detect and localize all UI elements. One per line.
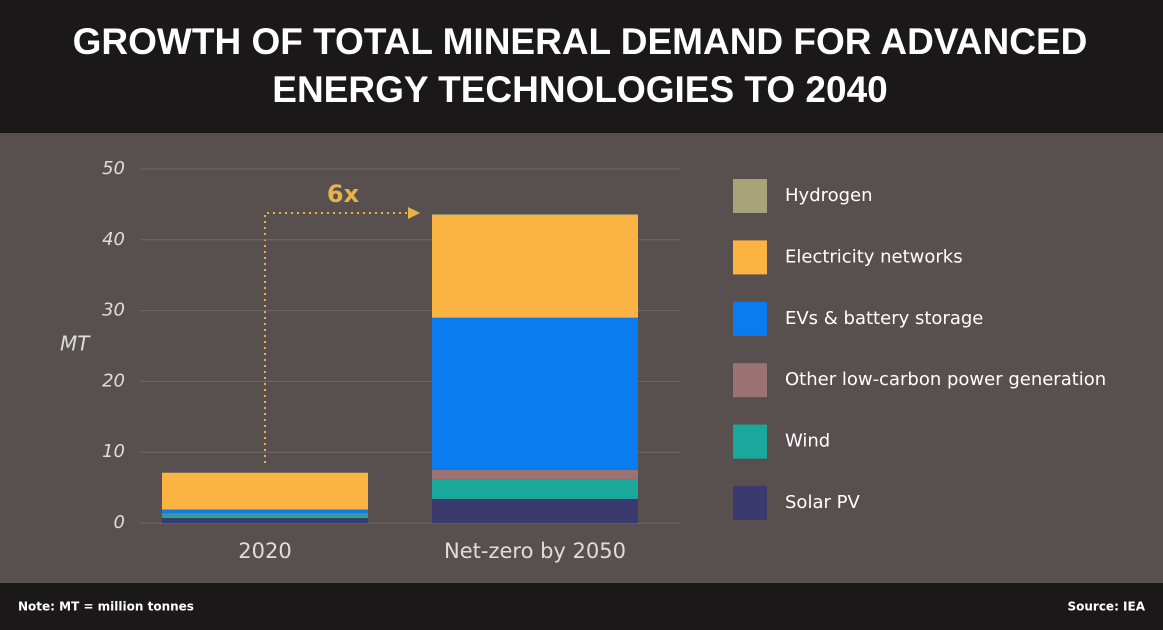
bar-segment [432, 317, 638, 470]
bar-segment [162, 513, 368, 515]
legend-label: Other low-carbon power generation [785, 369, 1106, 390]
x-tick-label: 2020 [238, 539, 291, 563]
title-band [0, 0, 1163, 133]
annotation: 6x [327, 180, 360, 208]
legend-swatch [733, 486, 767, 520]
legend-swatch [733, 424, 767, 459]
legend-swatch [733, 363, 767, 398]
y-tick-label: 0 [114, 512, 125, 533]
bar-segment [432, 498, 638, 523]
bar-segment [162, 472, 368, 510]
legend-swatch [733, 179, 767, 213]
y-tick-label: 20 [102, 370, 125, 391]
arrow-head [408, 207, 420, 219]
legend-label: Electricity networks [785, 246, 963, 267]
y-axis-label: MT [60, 332, 91, 356]
y-tick-label: 10 [102, 441, 125, 462]
x-tick-label: Net-zero by 2050 [444, 539, 626, 563]
bar-segment [432, 215, 638, 318]
y-tick-label: 30 [102, 300, 125, 321]
legend-label: Hydrogen [785, 185, 873, 206]
legend-swatch [733, 240, 767, 275]
bar-segment [432, 479, 638, 499]
footer-band [0, 583, 1163, 630]
bar-segment [162, 514, 368, 519]
note: Note: MT = million tonnes [18, 600, 194, 614]
bar-segment [432, 214, 638, 216]
y-tick-label: 40 [102, 229, 125, 250]
y-tick-label: 50 [102, 158, 125, 179]
legend-label: Wind [785, 431, 830, 452]
legend-label: Solar PV [785, 492, 860, 513]
bar-segment [162, 509, 368, 514]
source: Source: IEA [1067, 600, 1145, 614]
legend-swatch [733, 301, 767, 336]
chart-title: GROWTH OF TOTAL MINERAL DEMAND FOR ADVAN… [72, 21, 1088, 110]
legend-label: EVs & battery storage [785, 308, 983, 329]
bar-segment [162, 518, 368, 523]
bar-segment [432, 469, 638, 480]
